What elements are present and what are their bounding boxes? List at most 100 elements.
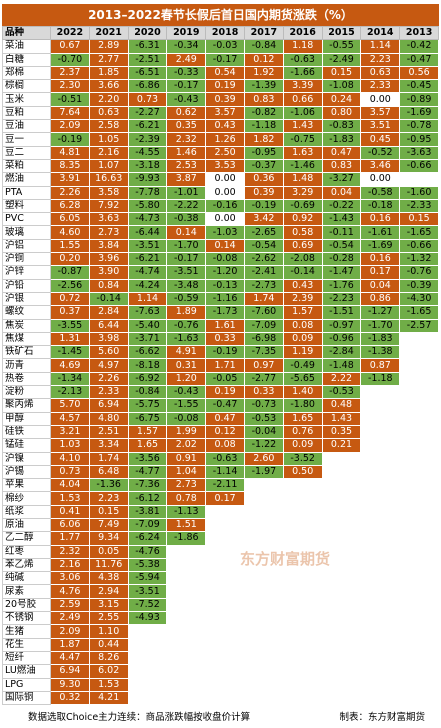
empty-cell — [321, 584, 362, 599]
empty-cell — [399, 637, 439, 652]
value-cell: 1.40 — [282, 385, 323, 400]
column-header: 品种 — [2, 25, 51, 41]
value-cell: -4.55 — [127, 145, 168, 160]
value-cell: -1.63 — [166, 331, 207, 347]
empty-cell — [399, 385, 439, 400]
value-cell: 0.04 — [321, 185, 362, 200]
footer: 数据选取Choice主力连续：商品涨跌幅按收盘价计算 制表：东方财富期货 — [2, 705, 439, 723]
value-cell: 2.20 — [88, 92, 129, 107]
value-cell: -7.35 — [243, 345, 284, 360]
column-header: 2020 — [127, 25, 168, 41]
value-cell: -0.54 — [243, 238, 284, 254]
value-cell: 0.48 — [321, 398, 362, 413]
value-cell: 4.60 — [50, 225, 90, 240]
value-cell: -1.83 — [360, 331, 401, 347]
table-row: 沪铅 -2.56 0.84 -4.24 -3.48 -0.13 -2.73 0.43 -1.76… — [2, 278, 439, 293]
column-header: 2022 — [50, 25, 90, 41]
empty-cell — [360, 478, 401, 493]
value-cell: 3.34 — [88, 438, 129, 453]
value-cell: 4.38 — [88, 571, 129, 586]
row-label: PVC — [2, 212, 51, 227]
value-cell: -0.97 — [321, 318, 362, 333]
value-cell: 1.65 — [127, 438, 168, 453]
value-cell: 0.62 — [166, 105, 207, 121]
table-row: PTA 2.26 3.58 -7.78 -1.01 0.00 0.39 3.29 0.04 -0.… — [2, 185, 439, 200]
empty-cell — [243, 637, 284, 652]
empty-cell — [205, 637, 245, 652]
value-cell: -1.73 — [205, 305, 245, 320]
table-row: 尿素 4.76 2.94 -3.51 — [2, 584, 439, 599]
value-cell: 4.57 — [50, 411, 90, 426]
value-cell: 0.16 — [360, 212, 401, 227]
empty-cell — [243, 690, 284, 706]
value-cell: 0.08 — [282, 318, 323, 333]
value-cell: 1.85 — [88, 65, 129, 81]
value-cell: 2.53 — [166, 158, 207, 174]
watermark: 东方财富期货 — [240, 550, 331, 568]
empty-cell — [205, 690, 245, 706]
value-cell: 3.15 — [88, 597, 129, 613]
value-cell: -0.53 — [243, 411, 284, 426]
table-row: 淀粉 -2.13 2.33 -0.84 -0.43 0.19 0.33 1.40 -0.53 — [2, 385, 439, 400]
value-cell: -0.47 — [205, 398, 245, 413]
value-cell: 0.73 — [127, 92, 168, 107]
empty-cell — [360, 650, 401, 666]
value-cell: -0.43 — [166, 385, 207, 400]
data-table: 品种 2022 2021 2020 2019 2018 2017 2016 2015 2014 20… — [2, 25, 439, 706]
value-cell: 0.76 — [282, 424, 323, 440]
value-cell: 2.32 — [50, 544, 90, 559]
empty-cell — [166, 664, 207, 679]
value-cell: 0.12 — [205, 424, 245, 440]
value-cell: 1.51 — [166, 517, 207, 533]
value-cell: -1.70 — [166, 238, 207, 254]
value-cell: 0.04 — [360, 278, 401, 293]
value-cell: -2.27 — [127, 105, 168, 121]
value-cell: -1.08 — [321, 79, 362, 94]
value-cell: 16.63 — [88, 172, 129, 187]
empty-cell — [399, 584, 439, 599]
value-cell: -0.45 — [399, 79, 439, 94]
value-cell: 1.43 — [282, 119, 323, 134]
value-cell: -3.51 — [127, 238, 168, 254]
empty-cell — [166, 597, 207, 613]
table-row: 原油 6.06 7.49 -7.09 1.51 — [2, 517, 439, 533]
table-row: 郑棉 2.37 1.85 -6.51 -0.33 0.54 1.92 -1.66 0.15 0.6… — [2, 65, 439, 81]
row-label: 苹果 — [2, 478, 51, 493]
value-cell: -0.52 — [360, 145, 401, 160]
value-cell: -0.84 — [127, 385, 168, 400]
empty-cell — [360, 398, 401, 413]
value-cell: -0.70 — [50, 52, 90, 67]
value-cell: -1.14 — [205, 464, 245, 480]
value-cell: 2.02 — [166, 438, 207, 453]
value-cell: 4.76 — [50, 584, 90, 599]
value-cell: 1.87 — [50, 637, 90, 652]
value-cell: -1.38 — [360, 345, 401, 360]
value-cell: -1.48 — [321, 358, 362, 373]
table-row: 玉米 -0.51 2.20 0.73 -0.43 0.39 0.83 0.66 0.24 0.00… — [2, 92, 439, 107]
empty-cell — [321, 464, 362, 480]
value-cell: 0.15 — [88, 504, 129, 519]
empty-cell — [321, 451, 362, 466]
value-cell: 1.03 — [50, 438, 90, 453]
value-cell: -4.93 — [127, 611, 168, 626]
row-label: LPG — [2, 677, 51, 692]
empty-cell — [205, 650, 245, 666]
table-row: 豆二 4.81 2.16 -4.55 1.46 2.50 -0.95 1.63 0.47 -0.5… — [2, 145, 439, 160]
empty-cell — [399, 411, 439, 426]
empty-cell — [243, 624, 284, 639]
value-cell: -0.66 — [399, 158, 439, 174]
value-cell: 1.89 — [166, 305, 207, 320]
value-cell: 1.04 — [166, 464, 207, 480]
row-label: 焦煤 — [2, 331, 51, 347]
value-cell: -1.32 — [399, 252, 439, 267]
value-cell: -4.24 — [127, 278, 168, 293]
value-cell: 3.57 — [360, 105, 401, 121]
value-cell: 2.55 — [88, 611, 129, 626]
value-cell: 1.99 — [166, 424, 207, 440]
value-cell: -3.55 — [50, 318, 90, 333]
row-label: 甲醇 — [2, 411, 51, 426]
empty-cell — [360, 557, 401, 573]
empty-cell — [321, 517, 362, 533]
empty-cell — [321, 624, 362, 639]
empty-cell — [205, 624, 245, 639]
